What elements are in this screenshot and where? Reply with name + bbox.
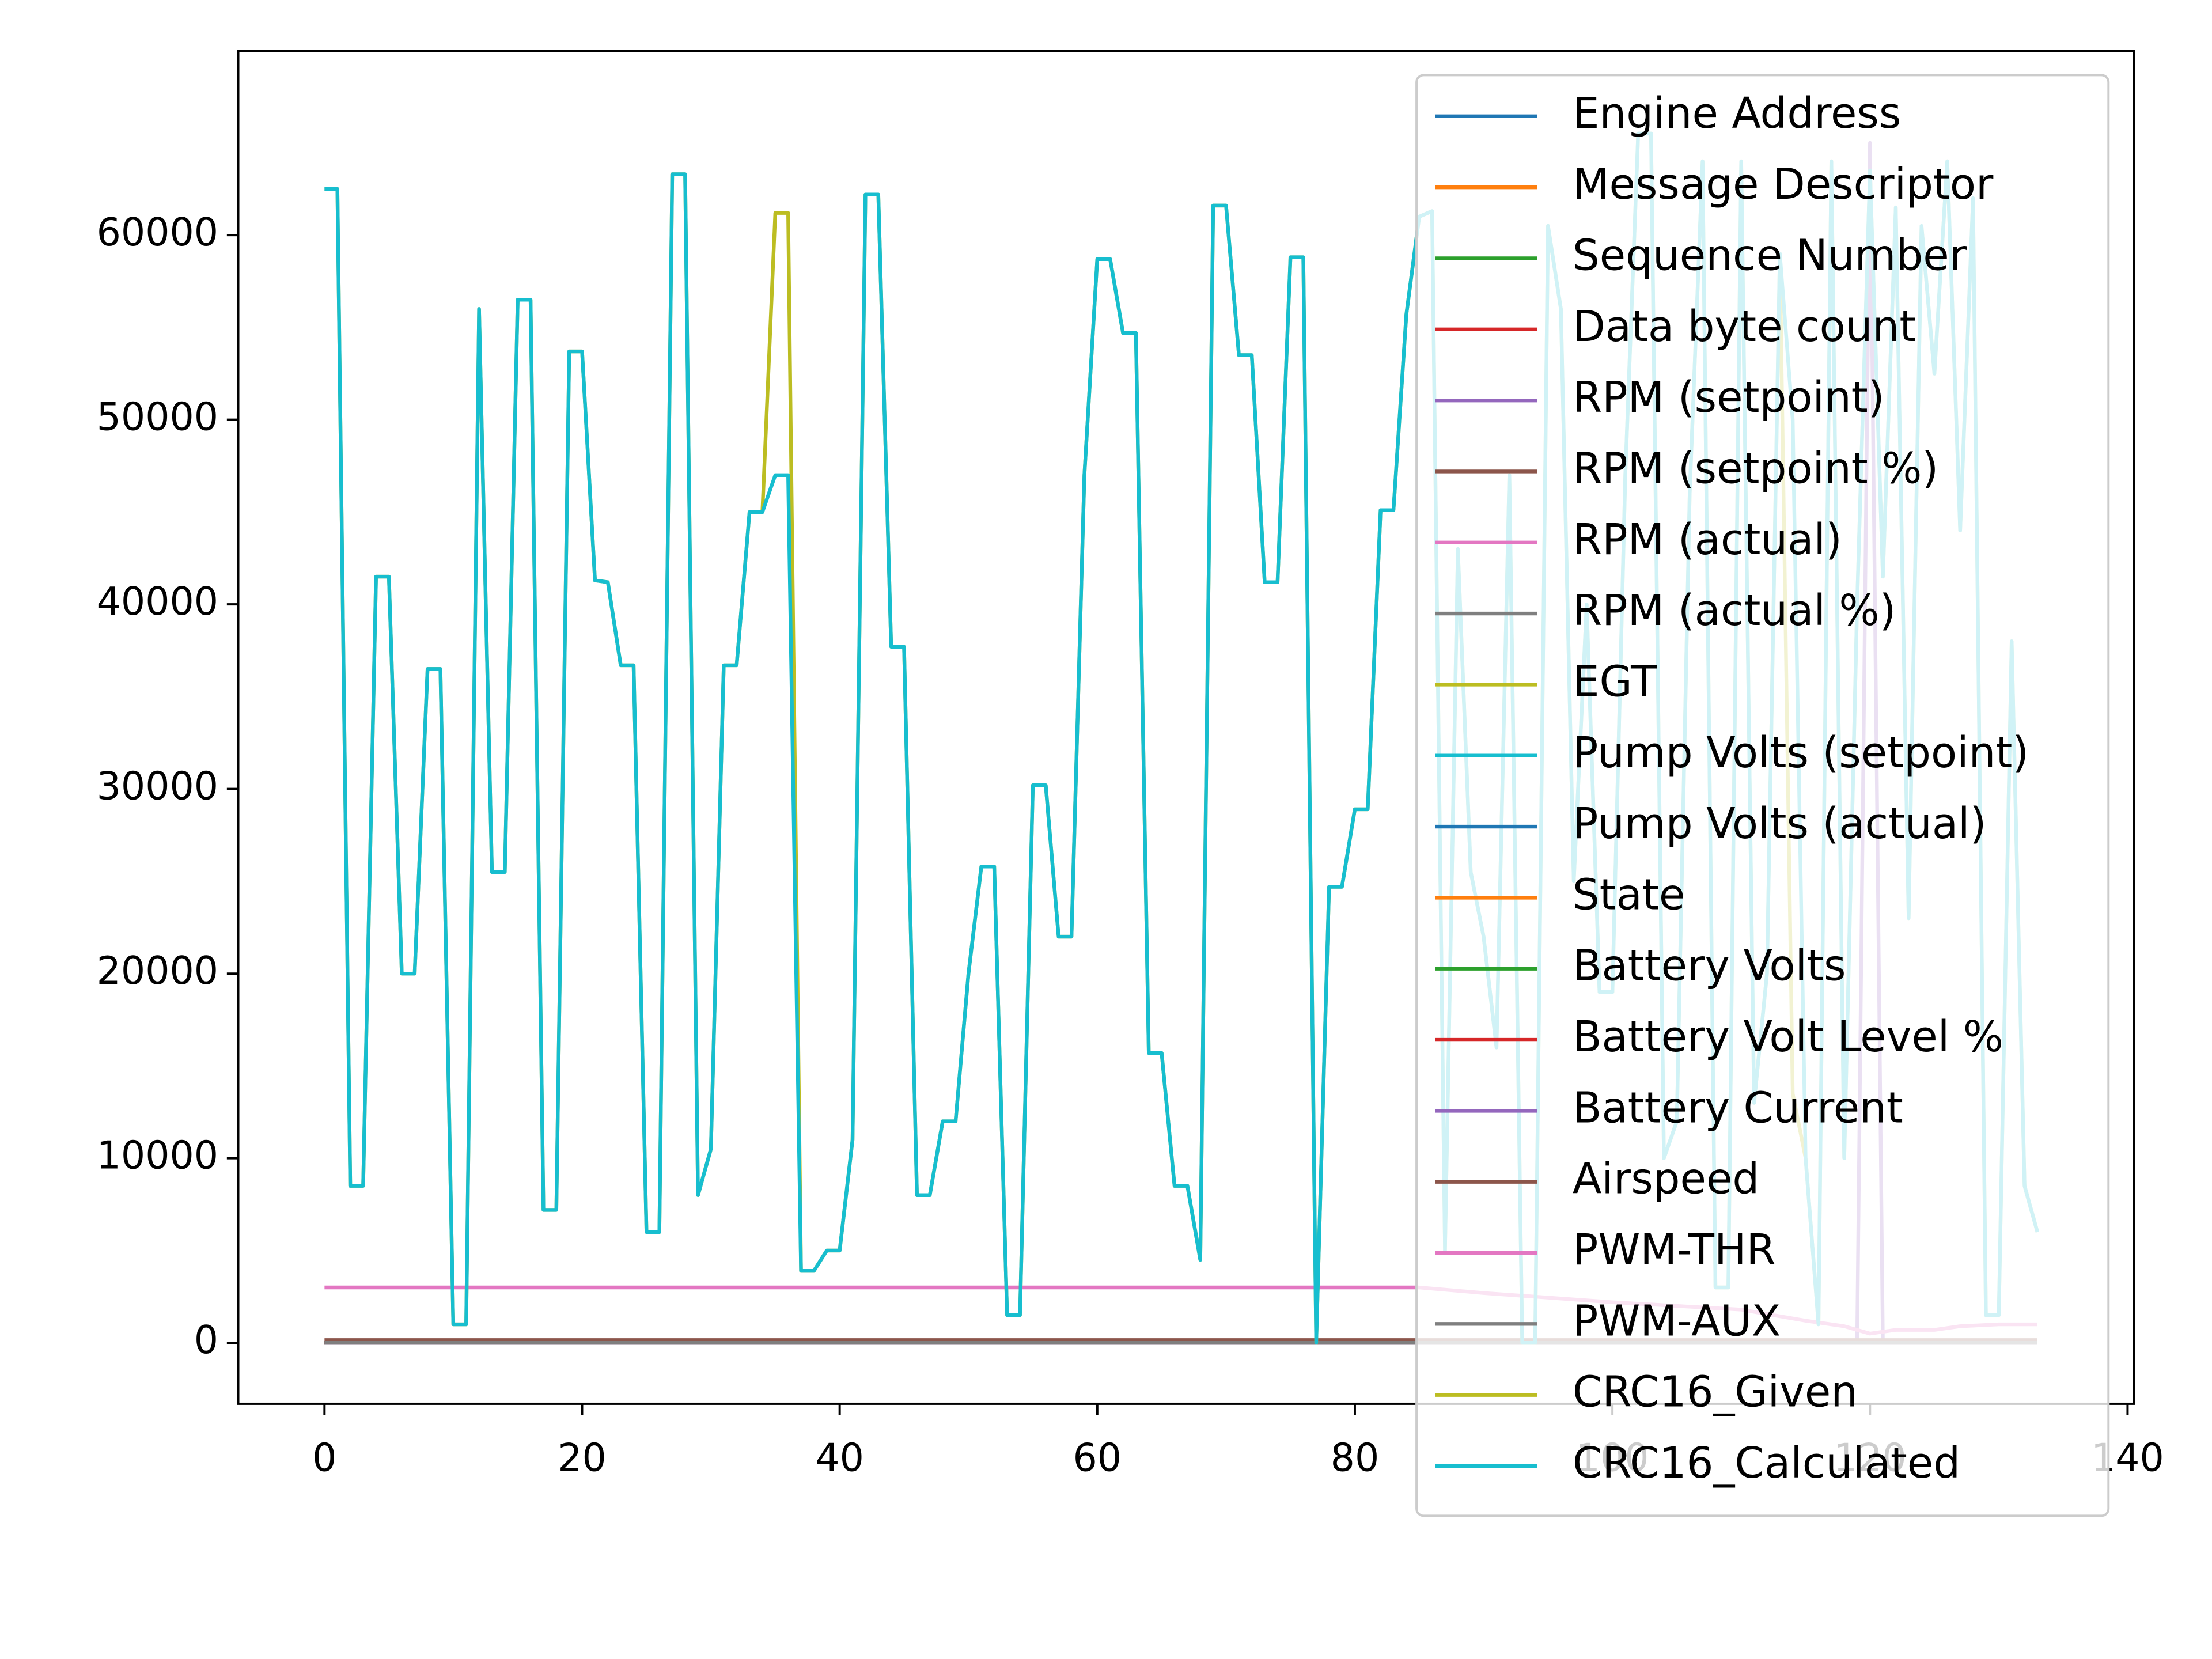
legend-label: RPM (actual) bbox=[1573, 515, 1842, 565]
legend-label: CRC16_Given bbox=[1573, 1368, 1858, 1417]
x-tick-label: 40 bbox=[815, 1435, 864, 1480]
legend-label: CRC16_Calculated bbox=[1573, 1438, 1960, 1488]
axes-frame bbox=[237, 50, 2135, 1405]
y-tick-label: 50000 bbox=[97, 395, 218, 440]
legend-label: Message Descriptor bbox=[1573, 160, 1994, 209]
legend-label: Pump Volts (setpoint) bbox=[1573, 728, 2029, 778]
legend-label: Battery Current bbox=[1573, 1083, 1903, 1132]
legend-label: Sequence Number bbox=[1573, 231, 1967, 281]
y-tick-label: 40000 bbox=[97, 579, 218, 624]
x-tick-label: 60 bbox=[1073, 1435, 1122, 1480]
legend-label: State bbox=[1573, 870, 1685, 919]
y-tick-label: 20000 bbox=[97, 948, 218, 993]
y-tick-label: 10000 bbox=[97, 1133, 218, 1178]
legend-label: Battery Volts bbox=[1573, 941, 1846, 991]
legend-label: RPM (actual %) bbox=[1573, 586, 1896, 635]
legend-label: PWM-THR bbox=[1573, 1225, 1776, 1275]
legend-label: Pump Volts (actual) bbox=[1573, 799, 1987, 849]
y-tick-label: 60000 bbox=[97, 210, 218, 255]
y-tick-label: 30000 bbox=[97, 764, 218, 809]
x-tick-label: 80 bbox=[1331, 1435, 1380, 1480]
legend-label: Data byte count bbox=[1573, 302, 1916, 351]
legend-label: Airspeed bbox=[1573, 1154, 1759, 1204]
legend-label: RPM (setpoint) bbox=[1573, 373, 1885, 422]
legend-label: PWM-AUX bbox=[1573, 1296, 1781, 1346]
y-tick-label: 0 bbox=[194, 1317, 218, 1362]
legend-label: EGT bbox=[1573, 657, 1657, 706]
legend-box bbox=[1415, 74, 2110, 1517]
x-tick-label: 0 bbox=[312, 1435, 336, 1480]
legend-label: RPM (setpoint %) bbox=[1573, 444, 1938, 493]
legend-label: Engine Address bbox=[1573, 89, 1902, 138]
legend-label: Battery Volt Level % bbox=[1573, 1012, 2003, 1062]
legend: Engine Address Message Descriptor Sequence… bbox=[1415, 74, 2110, 1517]
x-tick-label: 20 bbox=[558, 1435, 607, 1480]
